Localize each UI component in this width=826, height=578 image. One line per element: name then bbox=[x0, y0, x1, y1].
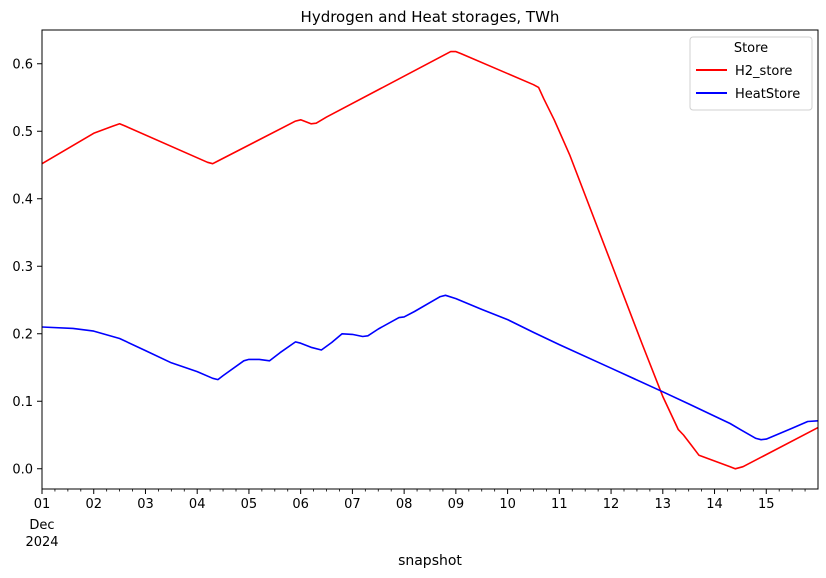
legend-label-h2: H2_store bbox=[735, 64, 792, 79]
y-tick-label: 0.3 bbox=[12, 260, 33, 275]
legend-title: Store bbox=[734, 41, 768, 56]
x-tick-label: 14 bbox=[706, 497, 723, 512]
x-tick-label: 03 bbox=[137, 497, 154, 512]
plot-lines bbox=[41, 50, 819, 470]
x-tick-label: 01 bbox=[34, 497, 51, 512]
x-tick-label: 09 bbox=[448, 497, 465, 512]
x-axis: 01 02 03 04 05 06 07 08 09 10 11 12 13 14 15 bbox=[34, 489, 806, 512]
y-tick-label: 0.6 bbox=[12, 57, 33, 72]
legend-label-heat: HeatStore bbox=[735, 87, 800, 102]
x-tick-label: 13 bbox=[655, 497, 672, 512]
y-tick-label: 0.4 bbox=[12, 192, 33, 207]
x-tick-label: 11 bbox=[551, 497, 568, 512]
y-axis: 0.0 0.1 0.2 0.3 0.4 0.5 0.6 bbox=[12, 57, 42, 477]
series-line-h2-store bbox=[41, 50, 819, 470]
x-tick-label: 02 bbox=[85, 497, 102, 512]
legend: Store H2_store HeatStore bbox=[689, 36, 813, 111]
x-tick-sub-month: Dec bbox=[29, 518, 54, 533]
x-tick-label: 15 bbox=[758, 497, 775, 512]
y-tick-label: 0.2 bbox=[12, 327, 33, 342]
legend-box bbox=[689, 36, 813, 111]
chart-title: Hydrogen and Heat storages, TWh bbox=[301, 8, 560, 26]
x-tick-label: 04 bbox=[189, 497, 206, 512]
x-tick-label: 10 bbox=[499, 497, 516, 512]
series-line-heatstore bbox=[41, 294, 819, 441]
x-tick-sub-year: 2024 bbox=[25, 535, 58, 550]
x-tick-label: 06 bbox=[292, 497, 309, 512]
x-tick-label: 07 bbox=[344, 497, 361, 512]
y-tick-label: 0.0 bbox=[12, 462, 33, 477]
x-axis-label: snapshot bbox=[398, 553, 462, 569]
y-tick-label: 0.5 bbox=[12, 125, 33, 140]
x-tick-label: 08 bbox=[396, 497, 413, 512]
x-tick-label: 12 bbox=[603, 497, 620, 512]
x-tick-label: 05 bbox=[241, 497, 258, 512]
y-tick-label: 0.1 bbox=[12, 395, 33, 410]
